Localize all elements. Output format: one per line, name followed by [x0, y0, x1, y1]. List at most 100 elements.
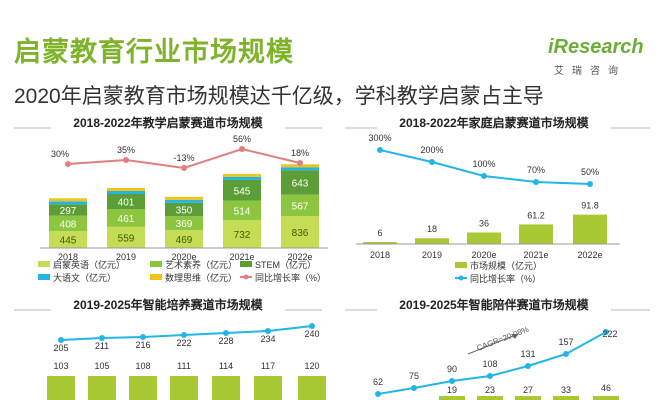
chart1-point-label: 30%: [51, 149, 69, 159]
chart1-bar-label-1: 369: [176, 219, 193, 230]
chart1-bar-2: [223, 179, 261, 201]
chart1-bar-1: [281, 194, 319, 217]
chart1-x-label: 2018: [58, 252, 78, 262]
chart3-bar: [254, 376, 282, 400]
chart2-point: [429, 159, 435, 165]
chart1-bar-label-1: 408: [60, 219, 77, 230]
chart1-point: [239, 146, 245, 152]
chart3-point: [265, 328, 271, 334]
chart4-title: 2019-2025年智能陪伴赛道市场规模: [399, 297, 589, 312]
chart4-point-label: 90: [447, 364, 457, 374]
chart4-bar-label: 23: [485, 385, 495, 395]
chart1-bar-0: [165, 230, 203, 248]
chart1-legend-swatch: [38, 274, 50, 280]
chart4-bar: [553, 396, 579, 400]
chart1-x-label: 2019: [116, 252, 136, 262]
chart1-bar-yellow: [107, 188, 145, 192]
chart1-bar-label-0: 836: [292, 228, 309, 239]
chart4-bar-label: 27: [523, 385, 533, 395]
chart1-point: [65, 161, 71, 167]
chart2-x-label: 2019: [422, 250, 442, 260]
chart4-bar: [593, 396, 619, 400]
chart1-legend-swatch: [240, 261, 252, 267]
chart1-point-label: 35%: [117, 145, 135, 155]
page-title: 启蒙教育行业市场规模: [14, 37, 294, 67]
chart3-bar-label: 111: [177, 361, 191, 371]
chart3-bar-label: 117: [261, 361, 275, 371]
chart4-point: [411, 385, 417, 391]
chart3-point-label: 222: [176, 338, 191, 348]
chart1-bar-2: [49, 204, 87, 216]
chart3-bar: [47, 376, 75, 400]
chart1-point-label: -13%: [173, 153, 194, 163]
chart2-legend-label: 同比增长率（%）: [470, 273, 541, 284]
chart3-bar: [170, 376, 198, 400]
chart3-bar-label: 120: [304, 361, 319, 371]
chart1-bar-2: [165, 202, 203, 217]
chart1-bar-2: [281, 170, 319, 195]
chart1-bar-1: [165, 216, 203, 231]
chart2-bar-label: 6: [377, 228, 382, 238]
chart4-point-label: 62: [373, 377, 383, 387]
chart1-bar-yellow: [223, 173, 261, 177]
chart1-legend-label: STEM（亿元）: [255, 259, 316, 270]
chart1-title: 2018-2022年教学启蒙赛道市场规模: [73, 115, 263, 130]
chart4-bar: [515, 396, 541, 400]
iresearch-logo: iResearch 艾瑞咨询: [548, 36, 658, 86]
chart1-bar-label-2: 297: [60, 206, 77, 217]
chart1-bar-cyan: [49, 201, 87, 205]
chart3-point-label: 205: [53, 343, 68, 353]
chart3-point-label: 228: [218, 336, 233, 346]
chart1-x-label: 2020e: [171, 252, 196, 262]
chart4-title-bg: [377, 296, 611, 312]
chart1-legend-dot: [243, 274, 249, 280]
chart2-title-bg: [377, 114, 611, 130]
chart2-legend-dot: [458, 275, 464, 281]
chart1-bar-0: [49, 231, 87, 248]
chart3-point: [309, 323, 315, 329]
chart3-point: [58, 337, 64, 343]
chart1-bar-label-1: 514: [234, 206, 251, 217]
chart2-bar: [519, 224, 553, 244]
chart1-bar-1: [223, 200, 261, 221]
chart4-point: [487, 373, 493, 379]
chart2-point-label: 50%: [581, 167, 599, 177]
chart1-legend-label: 同比增长率（%）: [255, 272, 326, 283]
chart1-bar-label-2: 401: [118, 198, 135, 209]
chart3-bar-label: 105: [94, 361, 109, 371]
chart4-point-label: 75: [409, 371, 419, 381]
chart2-x-label: 2022e: [577, 250, 602, 260]
chart1-legend-swatch: [150, 274, 162, 280]
chart3-bar-label: 114: [219, 361, 233, 371]
chart1-bar-1: [107, 209, 145, 227]
chart2-legend-label: 市场规模（亿元）: [470, 260, 542, 271]
chart2-bar: [363, 242, 397, 244]
chart1-bar-0: [223, 220, 261, 248]
chart2-point-label: 300%: [368, 133, 391, 143]
chart4-cagr-arrow: [467, 333, 519, 355]
chart3-point-label: 240: [304, 329, 319, 339]
chart2-point: [377, 147, 383, 153]
chart1-bar-cyan: [223, 176, 261, 180]
chart2-legend-swatch: [455, 262, 467, 268]
chart1-title-bg: [51, 114, 285, 130]
chart2-x-label: 2021e: [523, 250, 548, 260]
chart1-point-label: 56%: [233, 134, 251, 144]
chart1-x-label: 2021e: [229, 252, 254, 262]
chart1-legend-label: 启蒙英语（亿元）: [53, 259, 125, 270]
chart2-x-label: 2018: [370, 250, 390, 260]
chart4-point: [525, 363, 531, 369]
logo-text: iResearch: [548, 36, 644, 58]
chart1-legend-swatch: [38, 261, 50, 267]
chart1-point: [181, 165, 187, 171]
chart1-x-label: 2022e: [287, 252, 312, 262]
chart1-legend-label: 大语文（亿元）: [53, 272, 116, 283]
chart1-legend-label: 数理思维（亿元）: [165, 272, 237, 283]
chart4-point-label: 222: [602, 329, 617, 339]
chart1-bar-cyan: [281, 167, 319, 171]
chart2-point-label: 70%: [527, 165, 545, 175]
chart1-point-label: 18%: [291, 148, 309, 158]
chart2-point: [533, 179, 539, 185]
chart1-bar-label-0: 445: [60, 236, 77, 247]
chart4-cagr-arrowhead: [511, 334, 518, 339]
